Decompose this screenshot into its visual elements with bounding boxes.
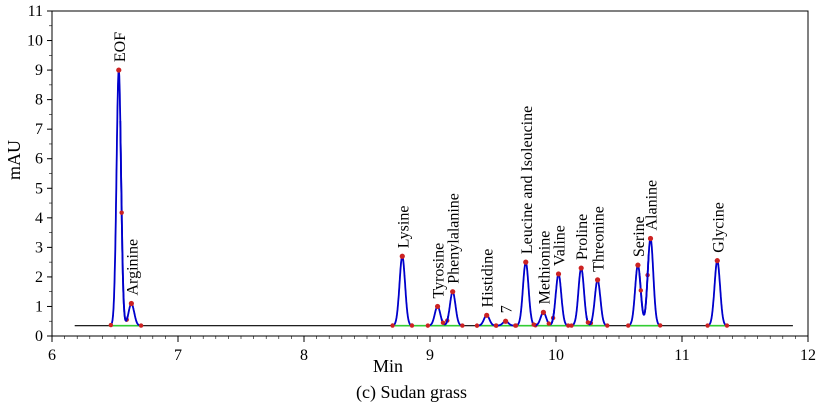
peak-bound-marker [625,323,631,328]
x-tick-label: 10 [548,347,564,364]
peak-bound-marker [108,322,114,328]
y-axis-ticks: 0 1 2 3 4 5 6 7 8 9 10 11 [27,3,52,345]
peak-bound-marker [474,323,480,328]
trace-layer [74,67,793,328]
y-tick-label: 9 [35,62,43,79]
y-axis-label: mAU [4,140,24,180]
y-tick-label: 11 [28,3,43,20]
peak-apex-marker [555,271,562,277]
peak-apex-marker [434,303,441,310]
peak-label: Serine [631,216,648,257]
y-tick-label: 10 [27,33,43,50]
y-tick-label: 3 [35,239,43,256]
peak-apex-marker [484,312,490,318]
peak-label: Valine [551,225,568,266]
y-tick-label: 0 [35,328,43,345]
peak-label: Threonine [591,206,608,272]
peak-apex-marker [399,253,405,259]
peak-bound-marker [546,321,552,326]
peak-label: Histidine [480,249,497,308]
peak-bound-marker [513,323,519,328]
peak-bound-marker [493,323,499,328]
x-axis-ticks: 6 7 8 9 10 11 12 [48,336,816,364]
peak-bound-marker [425,323,431,328]
peak-trace [514,260,537,327]
peak-apex-marker [116,67,122,73]
peak-bound-marker [585,320,591,325]
peak-label: Methionine [536,231,553,305]
y-tick-label: 4 [35,210,43,227]
y-tick-label: 7 [35,121,43,138]
x-axis-label: Min [373,356,403,376]
peak-bound-marker [390,323,395,328]
peak-apex-marker [523,259,529,265]
peak-bound-marker [705,323,710,328]
x-tick-label: 12 [800,347,816,364]
peak-apex-marker [647,235,654,242]
peak-label: Leucine and Isoleucine [519,106,536,254]
peak-apex-marker [714,258,720,264]
peak-bound-marker [119,210,124,215]
peak-bound-marker [724,323,730,328]
peak-trace [391,254,414,327]
y-tick-label: 5 [35,180,43,197]
peak-bound-marker [531,322,536,327]
peak-label: EOF [112,32,129,62]
peak-label: Phenylalanine [446,193,463,284]
peak-label: Glycine [710,202,727,253]
peak-bound-marker [605,323,610,328]
figure-caption: (c) Sudan grass [356,382,467,402]
x-tick-label: 11 [674,347,689,364]
peak-bound-marker [569,323,574,328]
peak-apex-marker [450,289,456,295]
peak-bound-marker [638,288,643,293]
peak-bound-marker [658,323,663,328]
y-tick-label: 6 [35,151,43,168]
peak-bound-marker [460,323,465,328]
peak-label: 7 [499,305,516,313]
peak-apex-marker [503,318,509,324]
peak-label: Lysine [395,206,412,249]
peak-apex-marker [635,262,641,268]
peak-bound-marker [566,323,571,328]
peak-trace [585,278,609,327]
y-tick-label: 1 [35,298,43,315]
peak-label: Tyrosine [431,243,448,299]
peak-apex-marker [594,277,601,283]
peak-apex-marker [128,300,134,307]
peak-bound-marker [409,323,415,328]
x-tick-label: 7 [174,347,182,364]
peak-trace [706,259,729,327]
peak-apex-marker [540,309,547,315]
peak-label: Alanine [644,180,661,231]
peak-bound-marker [138,323,144,328]
peak-bound-marker [440,320,446,325]
peak-label: Proline [574,214,591,260]
y-tick-label: 2 [35,269,43,286]
x-tick-label: 9 [426,347,434,364]
peak-trace [570,266,593,327]
x-tick-label: 8 [300,347,308,364]
x-tick-label: 6 [48,347,56,364]
peak-apex-marker [578,265,584,271]
peak-label: Arginine [124,239,141,296]
y-tick-label: 8 [35,92,43,109]
